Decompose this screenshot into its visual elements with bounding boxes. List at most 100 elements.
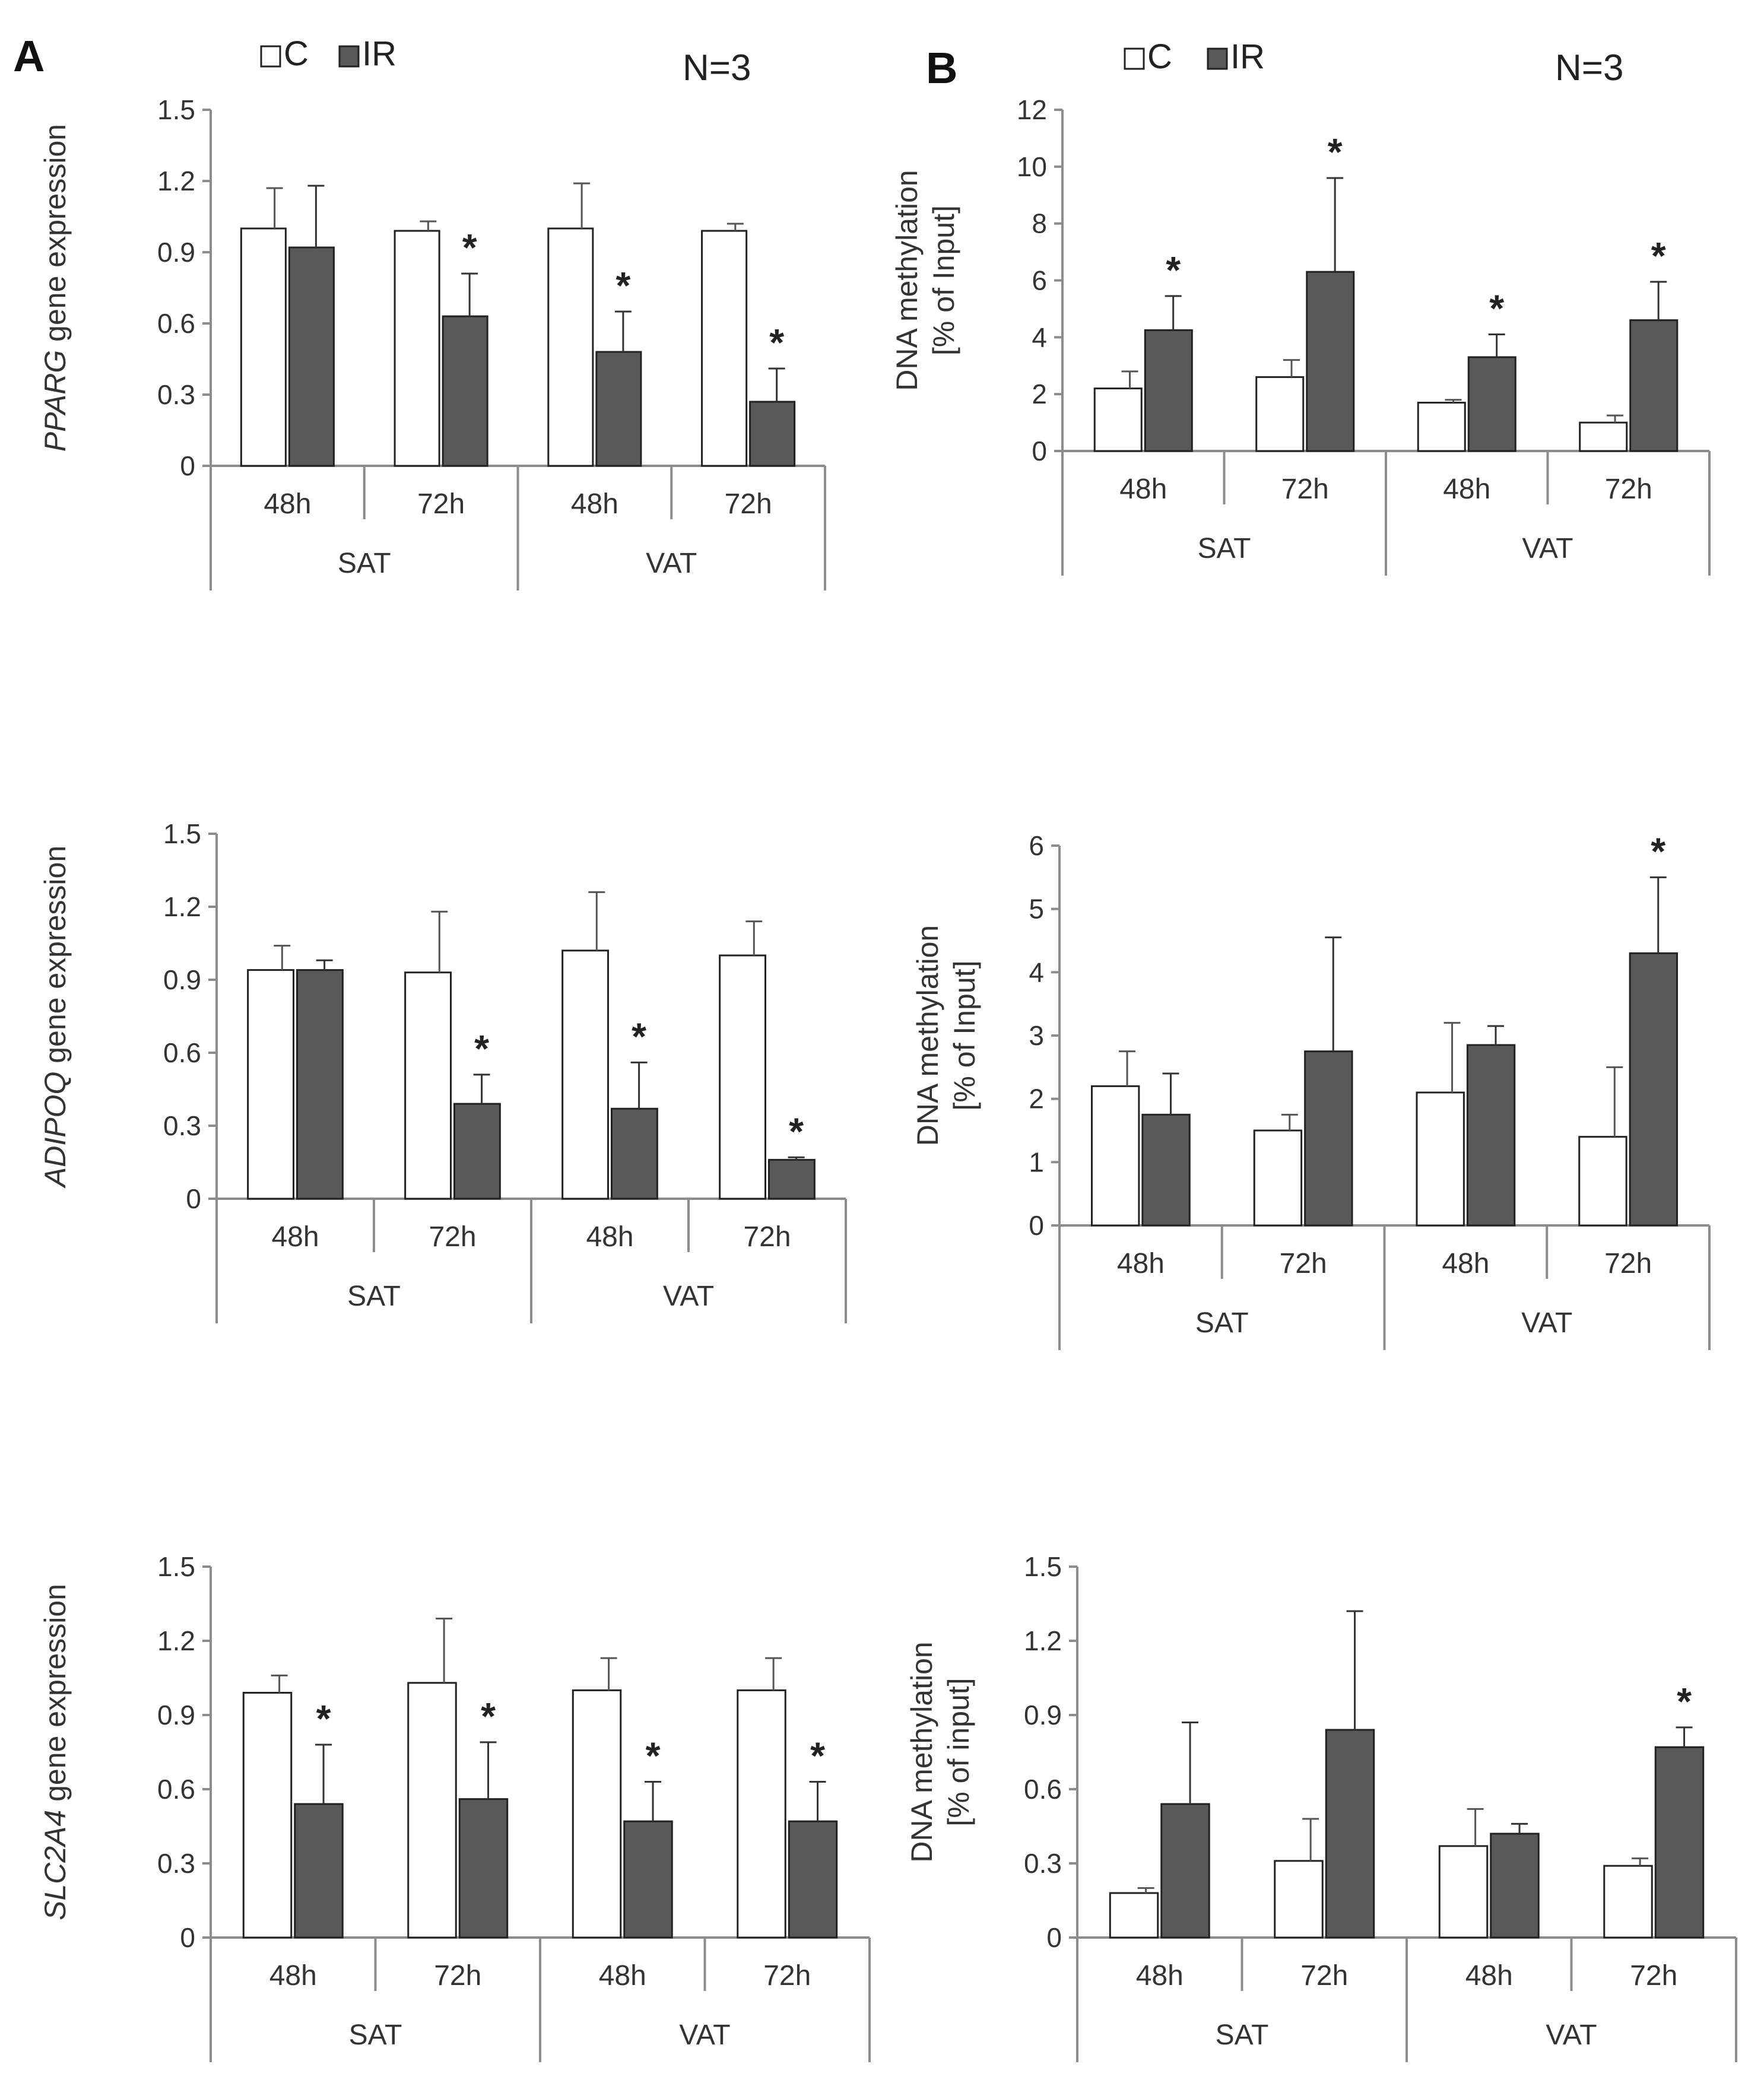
bar-ir: [768, 1158, 816, 1200]
y-tick-label: 1.5: [163, 818, 201, 849]
bar-ir: [1490, 1833, 1540, 1939]
legend-swatch-ir: [338, 45, 360, 68]
chart-adipoq-methylation: 0 1 2 3 4 5 6 48h 72h 48h 72h SAT VAT * DNA methylatio…: [911, 830, 1711, 1350]
group-label: SAT: [1195, 1307, 1249, 1339]
significance-star: *: [462, 226, 477, 269]
y-tick-label: 0: [180, 450, 195, 481]
bar-control: [1417, 402, 1466, 452]
bar-ir: [1467, 356, 1516, 452]
bar-ir: [458, 1798, 509, 1939]
y-tick-label: 0.3: [157, 1848, 195, 1879]
bar-ir: [1306, 271, 1355, 452]
timepoint-label: 48h: [1117, 1248, 1165, 1279]
y-tick-label: 0.6: [157, 308, 195, 339]
legend-b: C IR: [1124, 37, 1265, 76]
bar-control: [242, 1692, 293, 1939]
timepoint-label: 72h: [763, 1960, 811, 1992]
y-axis-label: PPARG gene expression: [39, 124, 72, 452]
timepoint-label: 48h: [586, 1221, 633, 1253]
n-label-a: N=3: [683, 47, 751, 88]
y-tick-label: 0.9: [1024, 1700, 1062, 1730]
bar-control: [240, 227, 287, 467]
bar-control: [1109, 1892, 1159, 1939]
legend-label-c: C: [284, 34, 309, 73]
significance-star: *: [1166, 249, 1181, 291]
bar-control: [247, 969, 294, 1200]
group-label: VAT: [1522, 533, 1573, 564]
y-tick-label: 0: [180, 1922, 195, 1953]
y-tick-label: 1.5: [157, 94, 195, 125]
bar-control: [407, 1682, 457, 1939]
y-tick-label: 0: [1029, 1210, 1044, 1241]
timepoint-label: 48h: [1465, 1960, 1513, 1992]
legend-label-c: C: [1147, 37, 1172, 76]
group-label: VAT: [646, 548, 697, 579]
bar-control: [1090, 1085, 1140, 1227]
significance-star: *: [1651, 234, 1666, 277]
significance-star: *: [481, 1695, 496, 1738]
legend-swatch-c: [260, 45, 281, 68]
significance-star: *: [646, 1735, 661, 1777]
y-tick-label: 8: [1032, 208, 1047, 239]
timepoint-label: 48h: [1443, 474, 1490, 505]
chart-pparg-methylation: 0 2 4 6 8 10 12 48h 72h 48h 72h SAT VAT * * * * DNA methy…: [890, 94, 1711, 576]
bar-control: [1578, 1136, 1627, 1227]
bar-control: [1255, 376, 1305, 452]
y-tick-label: 0.6: [163, 1037, 201, 1068]
y-tick-label: 5: [1029, 894, 1044, 925]
y-axis-label-gene: PPARG: [39, 350, 72, 452]
chart-slc2a4-methylation: 0 0.3 0.6 0.9 1.2 1.5 48h 72h 48h 72h SAT VAT * DNA m…: [905, 1551, 1737, 2062]
timepoint-label: 48h: [271, 1221, 319, 1253]
y-tick-label: 1.2: [157, 166, 195, 196]
y-tick-label: 0.9: [163, 964, 201, 995]
chart-pparg-expression: 0 0.3 0.6 0.9 1.2 1.5 48h 72h 48h 72h SAT VAT * * * PPA…: [39, 94, 826, 590]
timepoint-label: 48h: [571, 488, 618, 520]
y-tick-label: 0: [186, 1183, 201, 1214]
y-tick-label: 2: [1029, 1084, 1044, 1114]
bar-control: [547, 227, 594, 467]
y-tick-label: 4: [1032, 322, 1047, 352]
bar-control: [701, 230, 748, 467]
bar-ir: [1466, 1044, 1516, 1227]
timepoint-label: 72h: [429, 1221, 476, 1253]
bar-ir: [1629, 319, 1679, 452]
timepoint-label: 48h: [264, 488, 311, 520]
bar-control: [737, 1689, 786, 1939]
bar-control: [572, 1689, 622, 1939]
timepoint-label: 72h: [1281, 474, 1329, 505]
bar-ir: [749, 401, 796, 467]
y-tick-label: 2: [1032, 379, 1047, 409]
group-label: SAT: [1216, 2019, 1269, 2051]
y-tick-label: 6: [1032, 265, 1047, 296]
legend-swatch-ir: [1207, 47, 1228, 70]
y-axis-label: ADIPOQ gene expression: [39, 846, 72, 1189]
bar-ir: [1654, 1746, 1705, 1939]
bar-ir: [1304, 1050, 1353, 1227]
legend-label-ir: IR: [1230, 37, 1265, 76]
bar-control: [1093, 388, 1143, 452]
bar-control: [1603, 1865, 1653, 1939]
bar-control: [404, 971, 452, 1200]
bar-ir: [1629, 952, 1679, 1227]
y-axis-label-suffix: gene expression: [39, 1584, 72, 1810]
significance-star: *: [1489, 287, 1504, 330]
y-axis-label: DNA methylation: [905, 1641, 938, 1862]
timepoint-label: 48h: [599, 1960, 646, 1992]
timepoint-label: 72h: [434, 1960, 481, 1992]
y-tick-label: 3: [1029, 1020, 1044, 1051]
bar-control: [1416, 1091, 1465, 1227]
significance-star: *: [1328, 131, 1343, 173]
group-label: VAT: [663, 1281, 714, 1312]
group-label: SAT: [338, 548, 391, 579]
group-label: SAT: [349, 2019, 402, 2051]
y-axis-label: [% of Input]: [948, 961, 981, 1111]
timepoint-label: 72h: [417, 488, 465, 520]
bar-ir: [442, 315, 488, 467]
group-label: SAT: [1198, 533, 1251, 564]
y-tick-label: 1.2: [163, 891, 201, 922]
bar-ir: [1160, 1803, 1210, 1939]
timepoint-label: 72h: [1280, 1248, 1327, 1279]
chart-slc2a4-expression: 0 0.3 0.6 0.9 1.2 1.5 48h 72h 48h 72h SAT VAT * * * * SL…: [39, 1551, 871, 2062]
group-label: VAT: [1521, 1307, 1572, 1339]
timepoint-label: 48h: [1136, 1960, 1184, 1992]
